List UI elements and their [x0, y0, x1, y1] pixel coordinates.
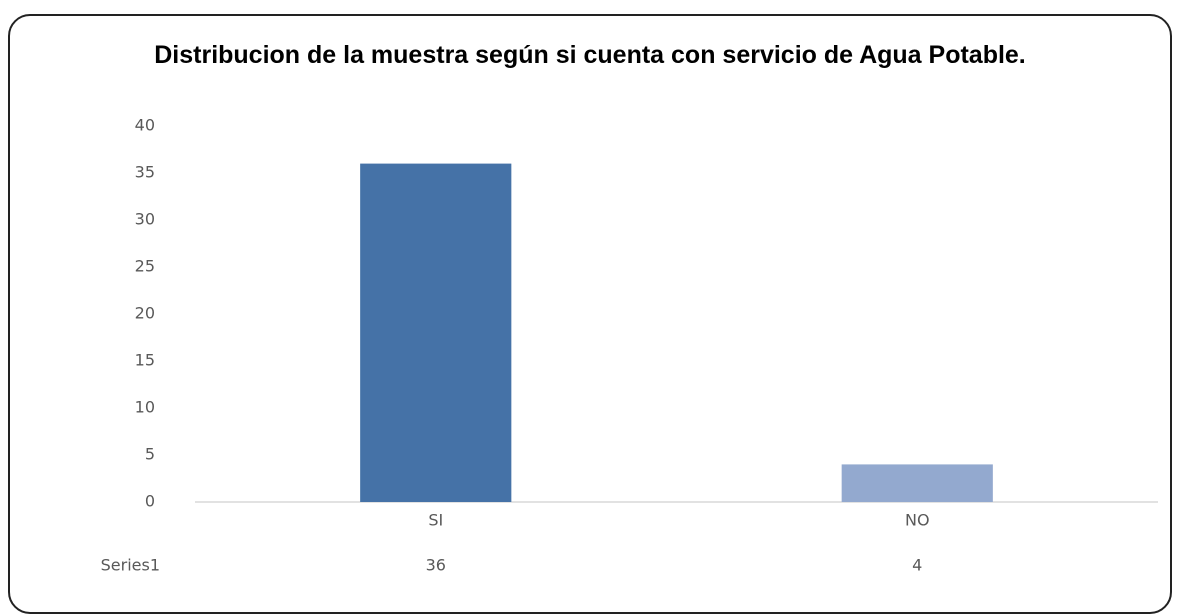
y-tick-label: 20 — [135, 304, 155, 323]
x-tick-label: NO — [905, 511, 930, 530]
chart-title: Distribucion de la muestra según si cuen… — [154, 41, 1026, 69]
y-tick-label: 10 — [135, 398, 155, 417]
bar — [360, 163, 512, 502]
data-table-value: 36 — [426, 556, 446, 575]
y-tick-label: 40 — [135, 116, 155, 135]
y-tick-label: 0 — [145, 492, 155, 511]
bar — [841, 464, 993, 502]
chart: 0 5 10 15 20 25 30 35 40 Series1 SI 36 NO 4 — [101, 116, 1158, 575]
data-table-value: 4 — [912, 556, 922, 575]
data-table-series-name: Series1 — [101, 556, 160, 575]
y-tick-label: 5 — [145, 445, 155, 464]
chart-container: Distribucion de la muestra según si cuen… — [8, 14, 1172, 614]
x-tick-label: SI — [428, 511, 443, 530]
y-tick-label: 35 — [135, 163, 155, 182]
y-tick-label: 25 — [135, 257, 155, 276]
y-tick-label: 15 — [135, 351, 155, 370]
y-tick-label: 30 — [135, 210, 155, 229]
